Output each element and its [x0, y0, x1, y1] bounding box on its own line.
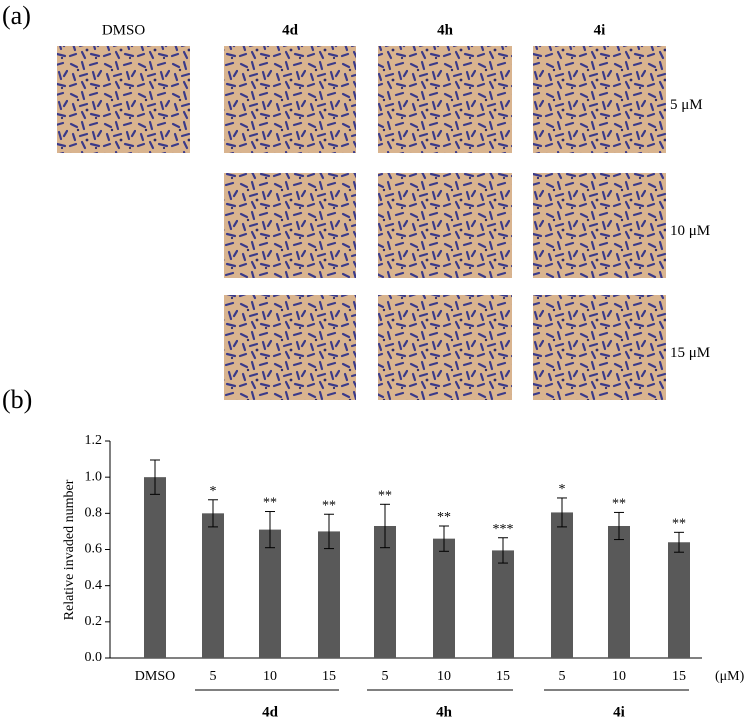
bar: [374, 525, 396, 658]
group-label: 4d: [262, 704, 279, 720]
bar: [433, 538, 455, 658]
micrograph: [57, 46, 190, 153]
y-tick-label: 1.2: [85, 433, 103, 448]
bar: [202, 513, 224, 658]
significance: **: [322, 498, 336, 513]
significance: **: [378, 489, 392, 504]
y-tick-label: 0.2: [85, 614, 103, 629]
panel-label: (b): [2, 385, 32, 414]
bar: [551, 512, 573, 658]
x-tick-label: 5: [559, 669, 566, 684]
bar: [144, 477, 166, 658]
x-tick-label: 10: [263, 669, 277, 684]
y-tick-label: 0.8: [85, 506, 103, 521]
x-tick-label: DMSO: [135, 669, 175, 684]
row-label: 15 μM: [670, 345, 710, 361]
x-tick-label: 10: [612, 669, 626, 684]
y-axis-label: Relative invaded number: [62, 479, 77, 620]
micrograph: [533, 173, 666, 278]
x-unit: (μM): [715, 669, 745, 684]
bar: [492, 550, 514, 658]
significance: *: [210, 484, 217, 499]
bar: [668, 542, 690, 658]
micrograph: [224, 46, 356, 153]
micrograph: [533, 295, 666, 400]
bar: [608, 525, 630, 658]
micrograph: [224, 295, 356, 400]
column-header: 4i: [594, 22, 606, 38]
column-header: DMSO: [102, 22, 146, 38]
significance: **: [263, 496, 277, 511]
x-tick-label: 15: [672, 669, 686, 684]
y-tick-label: 0.0: [85, 650, 103, 665]
row-label: 10 μM: [670, 223, 710, 239]
x-tick-label: 15: [496, 669, 510, 684]
micrograph: [224, 173, 356, 278]
micrograph: [533, 46, 666, 153]
x-tick-label: 15: [322, 669, 336, 684]
significance: *: [559, 482, 566, 497]
x-tick-label: 5: [210, 669, 217, 684]
y-tick-label: 0.4: [85, 578, 103, 593]
x-tick-label: 10: [437, 669, 451, 684]
column-header: 4h: [437, 22, 454, 38]
significance: **: [437, 510, 451, 525]
bar: [259, 529, 281, 658]
bar: [318, 531, 340, 658]
micrograph: [378, 46, 512, 153]
y-tick-label: 0.6: [85, 542, 103, 557]
significance: **: [672, 517, 686, 532]
column-header: 4d: [282, 22, 299, 38]
y-tick-label: 1.0: [85, 469, 103, 484]
row-label: 5 μM: [670, 97, 703, 113]
significance: **: [612, 497, 626, 512]
panel-label: (a): [2, 1, 31, 30]
x-tick-label: 5: [382, 669, 389, 684]
group-label: 4i: [613, 704, 625, 720]
micrograph: [378, 295, 512, 400]
group-label: 4h: [436, 704, 453, 720]
micrograph: [378, 173, 512, 278]
significance: ***: [493, 522, 514, 537]
